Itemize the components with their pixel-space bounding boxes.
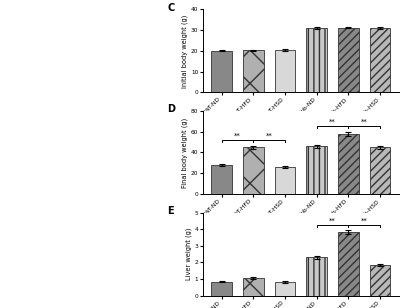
Bar	[306, 257, 327, 296]
Bar	[243, 278, 263, 296]
Bar	[338, 27, 358, 92]
Bar	[275, 282, 295, 296]
Bar	[211, 51, 232, 92]
Y-axis label: Liver weight (g): Liver weight (g)	[185, 228, 192, 280]
Bar	[338, 134, 358, 194]
Text: D: D	[167, 104, 175, 114]
Bar	[275, 50, 295, 92]
Bar	[243, 147, 263, 194]
Text: **: **	[329, 217, 336, 223]
Text: **: **	[329, 119, 336, 125]
Bar	[306, 146, 327, 194]
Bar	[211, 165, 232, 194]
Bar	[211, 282, 232, 296]
Bar	[370, 147, 390, 194]
Bar	[370, 28, 390, 92]
Y-axis label: Initial body weight (g): Initial body weight (g)	[182, 14, 188, 87]
Text: **: **	[234, 133, 241, 139]
Bar	[306, 28, 327, 92]
Text: **: **	[361, 217, 367, 223]
Text: E: E	[167, 206, 174, 216]
Bar	[275, 167, 295, 194]
Y-axis label: Final body weight (g): Final body weight (g)	[182, 117, 188, 188]
Text: C: C	[167, 2, 174, 13]
Text: **: **	[361, 119, 367, 125]
Bar	[338, 233, 358, 296]
Bar	[370, 265, 390, 296]
Text: **: **	[266, 133, 272, 139]
Bar	[243, 51, 263, 92]
